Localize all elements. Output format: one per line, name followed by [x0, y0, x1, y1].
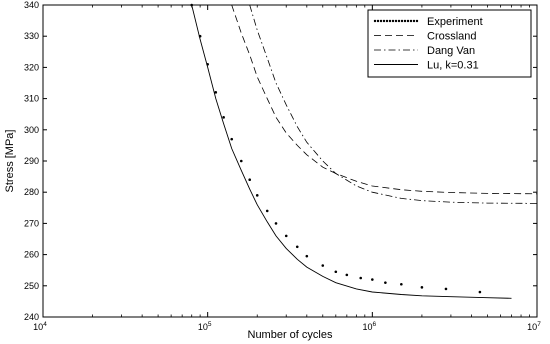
legend-sample-experiment	[397, 19, 401, 23]
experiment-point	[384, 281, 387, 284]
legend-entries: Experiment Crossland Dang Van Lu, k=0.31	[373, 16, 483, 72]
legend-sample-experiment	[382, 19, 386, 23]
series-line-dang-van	[249, 4, 538, 204]
series-line-lu-k-0-31	[191, 4, 512, 299]
y-tick-label: 290	[24, 156, 39, 166]
x-tick-label: 107	[527, 321, 541, 332]
experiment-point	[444, 287, 448, 291]
y-tick-label: 320	[24, 62, 39, 72]
experiment-point	[478, 290, 482, 294]
legend-sample-experiment	[415, 19, 419, 23]
legend-sample-experiment	[391, 19, 395, 23]
legend-label: Lu, k=0.31	[427, 60, 479, 72]
experiment-point	[239, 159, 243, 163]
legend-label: Crossland	[427, 31, 477, 43]
x-tick-label: 104	[33, 321, 47, 332]
axis-ticks	[42, 4, 538, 318]
experiment-point	[255, 194, 259, 197]
legend-sample-experiment	[403, 19, 407, 23]
legend-sample-experiment	[385, 19, 389, 23]
legend-label: Dang Van	[427, 45, 475, 57]
y-tick-label: 330	[24, 31, 39, 41]
experiment-point	[214, 91, 218, 94]
legend-sample-experiment	[388, 19, 392, 23]
legend-sample-experiment	[376, 19, 380, 23]
x-tick-label: 106	[363, 321, 377, 332]
legend-sample-experiment	[400, 19, 404, 23]
y-tick-label: 270	[24, 218, 39, 228]
experiment-point	[359, 276, 363, 280]
experiment-point	[230, 137, 234, 141]
experiment-point	[248, 178, 252, 182]
experiment-point	[265, 209, 269, 213]
legend-label: Experiment	[427, 16, 483, 28]
experiment-point	[334, 270, 338, 274]
legend-sample-experiment	[373, 19, 377, 23]
legend-sample-experiment	[394, 19, 398, 23]
experiment-point	[274, 222, 278, 225]
y-tick-label: 340	[24, 0, 39, 10]
y-axis-label: Stress [MPa]	[4, 130, 16, 193]
y-tick-label: 250	[24, 281, 39, 291]
experiment-point	[222, 116, 225, 119]
experiment-point	[400, 282, 403, 286]
y-tick-label: 300	[24, 125, 39, 135]
y-tick-label: 310	[24, 94, 39, 104]
legend-sample-experiment	[409, 19, 413, 23]
series-line-crossland	[231, 4, 538, 195]
legend-sample-experiment	[406, 19, 410, 23]
experiment-point	[305, 254, 309, 258]
experiment-point	[295, 245, 299, 249]
experiment-point	[284, 234, 288, 238]
y-tick-label: 280	[24, 187, 39, 197]
legend-sample-experiment	[379, 19, 383, 23]
experiment-point	[321, 264, 325, 267]
legend-sample-experiment	[412, 19, 416, 23]
tick-labels: 240 250 260 270 280 290 300 310 320 330 340 104 105 1…	[24, 0, 541, 332]
experiment-point	[371, 278, 374, 281]
x-axis-label: Number of cycles	[248, 329, 333, 341]
x-tick-label: 105	[198, 321, 212, 332]
y-tick-label: 240	[24, 312, 39, 322]
y-tick-label: 260	[24, 250, 39, 260]
experiment-point	[420, 286, 424, 289]
experiment-point	[345, 273, 349, 277]
legend: Experiment Crossland Dang Van Lu, k=0.31	[367, 9, 532, 78]
series-layer	[190, 3, 538, 299]
